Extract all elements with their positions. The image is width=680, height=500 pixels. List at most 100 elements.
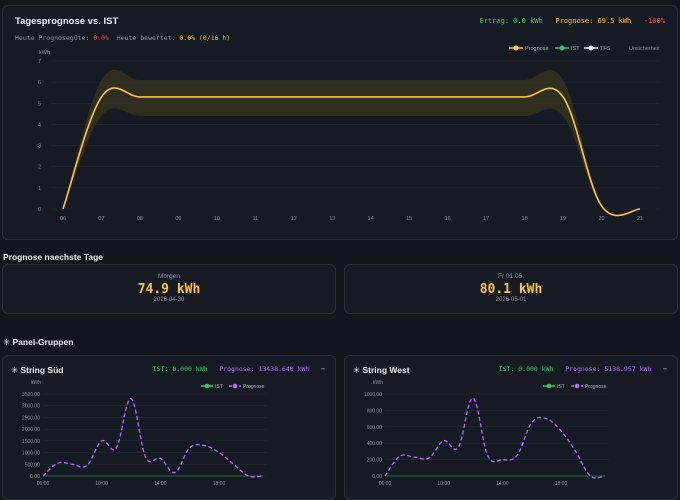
legend-item-prognose[interactable]: Prognose (229, 383, 265, 390)
x-tick-label: 19 (560, 216, 566, 222)
legend-item-prognose[interactable]: Prognose (509, 45, 549, 53)
group-prognose: Prognose: 5138.957 kWh (565, 365, 652, 373)
prognose-value: Prognose: 69.5 kWh (555, 17, 632, 25)
group-stats: IST: 0.000 kWh Prognose: 13438.640 kWh − (153, 365, 325, 373)
group-title: ✳ String Süd (11, 365, 64, 375)
group-stats: IST: 0.000 kWh Prognose: 5138.957 kWh − (499, 365, 667, 373)
y-tick-label: 2 (38, 165, 41, 171)
x-tick-label: 18 (522, 216, 528, 222)
forecast-card-morgen[interactable]: Morgen 74.9 kWh 2026-04-30 (2, 264, 336, 314)
y-tick-label: 200.00 (367, 458, 383, 464)
forecast-day-value: 80.1 kWh (479, 282, 543, 297)
x-tick-label: 10:00 (437, 481, 450, 487)
y-tick-label: 600.00 (367, 425, 383, 431)
x-tick-label: 14:00 (496, 481, 509, 487)
groups-section-title: ✳ Panel-Gruppen (3, 337, 73, 348)
y-axis-label: kWh (39, 50, 50, 56)
collapse-button[interactable]: − (321, 365, 325, 373)
x-tick-label: 10 (214, 216, 220, 222)
main-stats: Ertrag: 0.0 kWh Prognose: 69.5 kWh -100% (480, 17, 665, 25)
group-ist: IST: 0.000 kWh (152, 365, 208, 373)
legend-label-ist: IST (557, 384, 565, 390)
quality-line: Heute Prognosegüte: 0.0% Heute bewertet:… (15, 34, 230, 42)
x-tick-label: 10:00 (95, 481, 108, 487)
forecast-day-date: 2026-05-01 (495, 297, 527, 303)
sun-icon: ✳ (3, 337, 11, 347)
x-tick-label: 06:00 (379, 481, 392, 487)
forecast-day-value: 74.9 kWh (137, 282, 201, 297)
ertrag-value: Ertrag: 0.0 kWh (479, 17, 543, 25)
legend-label-unsicherheit: Unsicherheit (629, 46, 660, 52)
uncertainty-band (63, 69, 640, 217)
forecast-day-label: Fr 01.05. (497, 273, 524, 280)
y-tick-label: 6 (38, 80, 41, 86)
y-tick-label: 5 (38, 101, 41, 107)
forecast-card-fr[interactable]: Fr 01.05. 80.1 kWh 2026-05-01 (344, 264, 678, 314)
legend-label-prognose: Prognose (243, 384, 265, 390)
rated-value: 0.0% (0/16 h) (179, 34, 231, 42)
y-tick-label: 0.00 (372, 474, 382, 480)
group-chart-sued: kWh IST Prognose 0.00 500.00 1000.00 1500.0… (22, 380, 267, 487)
legend-item-prognose[interactable]: Prognose (571, 383, 607, 390)
x-tick-label: 21 (637, 216, 643, 222)
x-tick-label: 11 (252, 216, 258, 222)
groups-title-text: Panel-Gruppen (12, 337, 74, 347)
y-axis-label: kWh (31, 380, 41, 386)
group-title: ✳ String West (353, 365, 410, 375)
y-tick-label: 500.00 (25, 462, 41, 468)
x-tick-label: 09 (175, 216, 181, 222)
group-card-west: ✳ String West IST: 0.000 kWh Prognose: 5… (344, 355, 678, 500)
y-tick-label: 2000.00 (22, 427, 40, 433)
y-tick-label: 1 (38, 186, 41, 192)
y-tick-label: 1500.00 (22, 439, 40, 445)
main-chart-card: Tagesprognose vs. IST Ertrag: 0.0 kWh Pr… (2, 5, 678, 240)
main-chart-title: Tagesprognose vs. IST (15, 16, 119, 27)
prognose-line (384, 397, 606, 479)
legend-label-tfs: TFS (600, 46, 611, 52)
legend: IST Prognose (201, 383, 265, 390)
x-tick-label: 18:00 (213, 481, 226, 487)
group-card-sued: ✳ String Süd IST: 0.000 kWh Prognose: 13… (2, 355, 336, 500)
legend-item-ist[interactable]: IST (555, 45, 580, 53)
forecast-day-label: Morgen (157, 273, 181, 280)
y-tick-label: 4 (38, 122, 41, 128)
forecast-day-date: 2026-04-30 (153, 297, 185, 303)
x-tick-label: 06 (60, 216, 66, 222)
collapse-button[interactable]: − (663, 365, 667, 373)
legend: Prognose IST TFS Unsicherheit (509, 45, 660, 53)
legend-item-ist[interactable]: IST (201, 383, 223, 390)
prognose-line (42, 398, 264, 478)
x-tick-label: 14:00 (154, 481, 167, 487)
y-tick-label: 400.00 (367, 441, 383, 447)
legend-label-ist: IST (571, 46, 580, 52)
legend-item-tfs[interactable]: TFS (584, 45, 611, 53)
y-tick-label: 3 (38, 144, 41, 150)
forecast-section-title: Prognose naechste Tage (3, 252, 103, 262)
x-tick-label: 12 (291, 216, 297, 222)
x-tick-label: 14 (368, 216, 374, 222)
legend-item-unsicherheit[interactable]: Unsicherheit (629, 46, 660, 52)
legend-label-prognose: Prognose (585, 384, 607, 390)
sun-icon: ✳ (353, 365, 361, 375)
group-ist: IST: 0.000 kWh (498, 365, 554, 373)
x-tick-label: 06:00 (37, 481, 50, 487)
y-tick-label: 3000.00 (22, 404, 40, 410)
x-tick-label: 08 (137, 216, 143, 222)
group-chart-west: kWh IST Prognose 0.00 200.00 400.00 600.00 8… (364, 380, 609, 487)
quality-value: 0.0% (93, 34, 109, 42)
legend-item-ist[interactable]: IST (543, 383, 565, 390)
quality-label: Heute Prognosegüte: (15, 34, 90, 42)
x-tick-label: 15 (406, 216, 412, 222)
y-tick-label: 1000.00 (22, 451, 40, 457)
prognose-line (62, 87, 641, 217)
sun-icon: ✳ (11, 365, 19, 375)
group-prognose: Prognose: 13438.640 kWh (219, 365, 310, 373)
y-tick-label: 0 (38, 207, 41, 213)
x-tick-label: 17 (483, 216, 489, 222)
y-axis-label: kWh (373, 380, 383, 386)
delta-value: -100% (643, 17, 665, 25)
y-tick-label: 1000.00 (364, 392, 382, 398)
x-tick-label: 18:00 (555, 481, 568, 487)
legend-label-prognose: Prognose (525, 46, 549, 52)
x-tick-label: 20 (598, 216, 604, 222)
